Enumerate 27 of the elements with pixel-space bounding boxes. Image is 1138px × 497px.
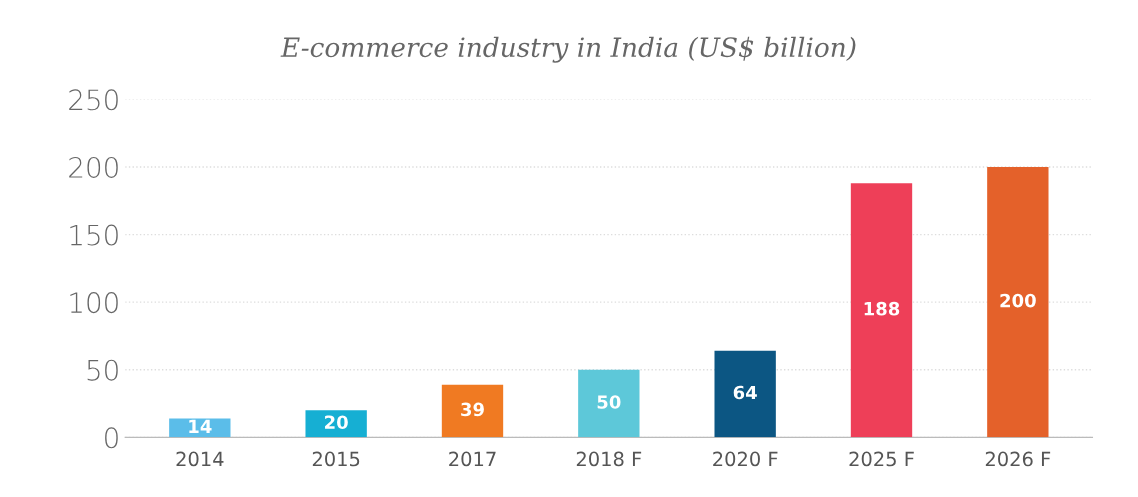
x-tick-label: 2020 F bbox=[713, 451, 778, 467]
bar bbox=[987, 166, 1049, 438]
bar bbox=[441, 384, 504, 438]
y-tick-label: 100 bbox=[70, 292, 118, 314]
y-tick-label: 200 bbox=[69, 156, 118, 178]
y-tick-label: 150 bbox=[70, 224, 118, 246]
bar bbox=[305, 410, 367, 438]
y-tick-label: 0 bbox=[105, 427, 118, 449]
bar bbox=[850, 183, 913, 438]
data-label: 64 bbox=[733, 385, 757, 400]
bar bbox=[714, 350, 776, 438]
y-tick-label: 50 bbox=[87, 359, 118, 381]
data-label: 20 bbox=[325, 415, 348, 430]
data-label: 50 bbox=[597, 395, 621, 409]
bar bbox=[578, 369, 640, 438]
x-tick-label: 2025 F bbox=[849, 451, 914, 467]
data-label: 188 bbox=[864, 301, 900, 316]
y-tick-label: 250 bbox=[69, 89, 118, 111]
x-tick-label: 2026 F bbox=[985, 451, 1051, 467]
x-tick-label: 2014 bbox=[176, 451, 224, 467]
chart-title: E-commerce industry in India (US$ billion) bbox=[280, 36, 856, 63]
x-tick-label: 2018 F bbox=[576, 451, 642, 467]
data-label: 39 bbox=[461, 402, 484, 417]
x-tick-label: 2017 bbox=[449, 451, 496, 467]
data-label: 200 bbox=[1000, 293, 1036, 308]
x-tick-label: 2015 bbox=[312, 451, 360, 467]
data-label: 14 bbox=[189, 419, 212, 433]
